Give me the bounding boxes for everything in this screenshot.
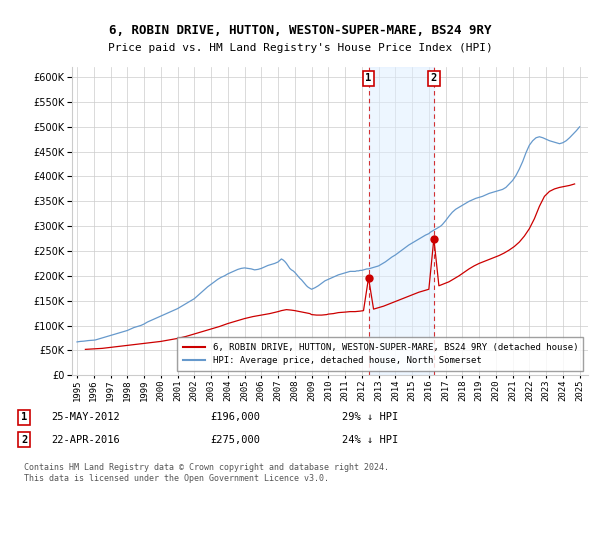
Text: Price paid vs. HM Land Registry's House Price Index (HPI): Price paid vs. HM Land Registry's House … xyxy=(107,43,493,53)
Bar xyxy=(368,67,434,375)
Text: 2: 2 xyxy=(21,435,27,445)
Text: Contains HM Land Registry data © Crown copyright and database right 2024.
This d: Contains HM Land Registry data © Crown c… xyxy=(24,464,389,483)
Text: 25-MAY-2012: 25-MAY-2012 xyxy=(51,412,120,422)
Text: £196,000: £196,000 xyxy=(210,412,260,422)
Text: 29% ↓ HPI: 29% ↓ HPI xyxy=(342,412,398,422)
Text: 24% ↓ HPI: 24% ↓ HPI xyxy=(342,435,398,445)
Text: 1: 1 xyxy=(365,73,371,83)
Text: 22-APR-2016: 22-APR-2016 xyxy=(51,435,120,445)
Text: 6, ROBIN DRIVE, HUTTON, WESTON-SUPER-MARE, BS24 9RY: 6, ROBIN DRIVE, HUTTON, WESTON-SUPER-MAR… xyxy=(109,24,491,38)
Text: 1: 1 xyxy=(21,412,27,422)
Text: 2: 2 xyxy=(431,73,437,83)
Text: £275,000: £275,000 xyxy=(210,435,260,445)
Legend: 6, ROBIN DRIVE, HUTTON, WESTON-SUPER-MARE, BS24 9RY (detached house), HPI: Avera: 6, ROBIN DRIVE, HUTTON, WESTON-SUPER-MAR… xyxy=(178,337,583,371)
